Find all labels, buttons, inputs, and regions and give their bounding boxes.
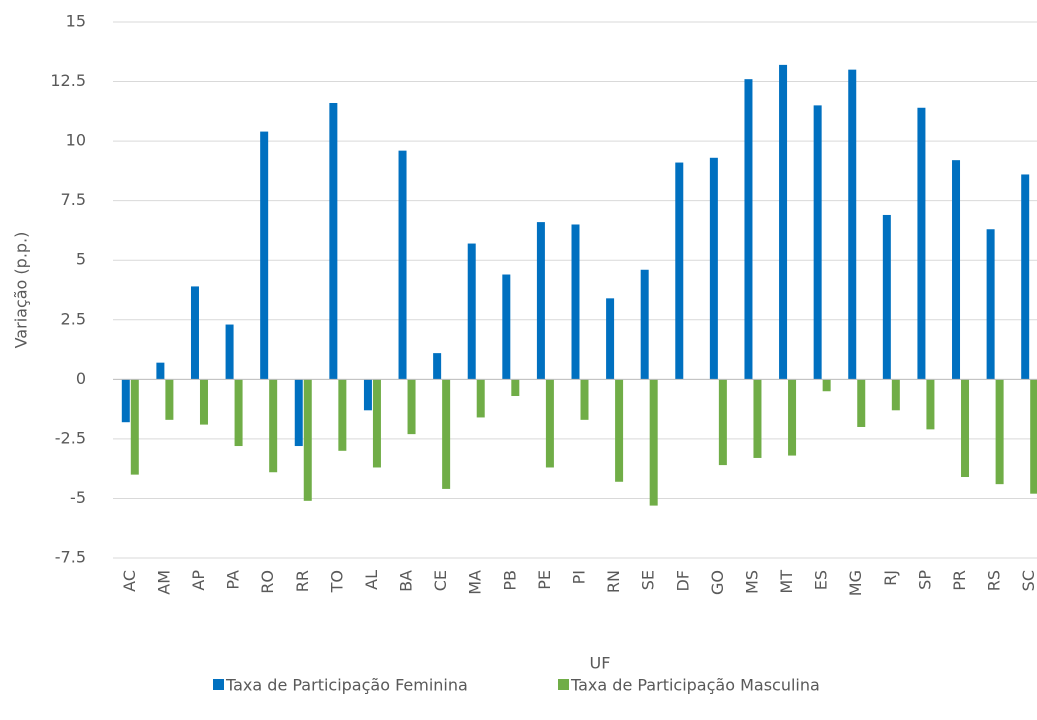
x-tick-label: SC <box>1019 570 1037 591</box>
bar <box>891 379 900 411</box>
bar <box>234 379 243 447</box>
x-tick-label: RS <box>985 570 1004 591</box>
bar <box>788 379 797 456</box>
y-tick-label: -5 <box>70 488 86 507</box>
x-tick-label: TO <box>327 570 346 593</box>
x-tick-label: RR <box>293 570 312 592</box>
bar <box>363 379 372 411</box>
bar <box>580 379 589 420</box>
bar <box>372 379 381 468</box>
x-tick-label: AP <box>189 570 208 591</box>
bar <box>744 79 753 380</box>
x-tick-label: MA <box>466 570 485 595</box>
bar <box>545 379 554 468</box>
bar <box>303 379 312 501</box>
x-tick-label: PR <box>950 570 969 591</box>
x-tick-label: AM <box>154 570 173 595</box>
bar <box>190 286 199 380</box>
x-tick-label: PE <box>535 570 554 590</box>
x-tick-label: RN <box>604 570 623 593</box>
bar <box>165 379 174 420</box>
x-tick-label: GO <box>708 570 727 595</box>
bar <box>156 362 165 380</box>
bar <box>926 379 935 430</box>
bar <box>952 160 961 380</box>
x-tick-label: MS <box>742 570 761 594</box>
bar <box>753 379 762 458</box>
x-tick-label: AC <box>120 570 139 592</box>
legend-label: Taxa de Participação Feminina <box>225 676 468 695</box>
bar <box>511 379 520 397</box>
x-tick-label: ES <box>812 570 831 590</box>
bar <box>502 274 511 380</box>
x-tick-label: PA <box>224 570 243 590</box>
bar <box>640 269 649 380</box>
bar <box>857 379 866 427</box>
y-tick-label: 10 <box>66 131 86 150</box>
y-tick-label: 12.5 <box>50 71 86 90</box>
bar <box>1021 174 1030 380</box>
y-tick-label: 7.5 <box>61 190 86 209</box>
bar <box>675 162 684 380</box>
bar <box>398 150 407 380</box>
bar <box>813 105 822 380</box>
bar <box>121 379 130 423</box>
bar <box>433 353 442 380</box>
bar <box>718 379 727 466</box>
y-tick-label: 0 <box>76 369 86 388</box>
bar <box>571 224 580 380</box>
x-tick-label: RJ <box>881 570 900 586</box>
bar <box>269 379 278 473</box>
x-tick-label: SE <box>639 570 658 590</box>
y-tick-label: -7.5 <box>55 548 86 567</box>
bar <box>407 379 416 435</box>
bar <box>995 379 1004 485</box>
bar <box>615 379 624 482</box>
bar <box>260 131 269 380</box>
bar <box>476 379 485 418</box>
bar <box>536 222 545 380</box>
bar <box>199 379 208 425</box>
legend-swatch <box>558 679 569 690</box>
y-tick-label: 15 <box>66 12 86 31</box>
bar <box>848 69 857 380</box>
legend-swatch <box>213 679 224 690</box>
bar <box>225 324 234 380</box>
x-tick-label: PB <box>500 570 519 591</box>
bar <box>986 229 995 380</box>
x-tick-label: DF <box>673 570 692 592</box>
y-tick-label: 2.5 <box>61 309 86 328</box>
y-tick-label: 5 <box>76 250 86 269</box>
legend-label: Taxa de Participação Masculina <box>570 676 820 695</box>
y-axis-title: Variação (p.p.) <box>12 232 31 349</box>
x-tick-label: MG <box>846 570 865 596</box>
bar <box>1030 379 1037 494</box>
x-tick-label: RO <box>258 570 277 594</box>
bar <box>709 157 718 380</box>
x-tick-label: MT <box>777 570 796 594</box>
bar <box>294 379 303 447</box>
bar <box>338 379 347 451</box>
bar <box>822 379 831 392</box>
y-tick-label: -2.5 <box>55 428 86 447</box>
bar <box>649 379 658 506</box>
bar <box>329 102 338 380</box>
bar <box>130 379 139 475</box>
bar <box>606 298 615 380</box>
x-axis-title: UF <box>590 654 611 673</box>
legend: Taxa de Participação Feminina Taxa de Par… <box>213 676 820 695</box>
x-tick-label: PI <box>570 570 589 584</box>
x-tick-label: SP <box>915 570 934 590</box>
bar <box>961 379 970 478</box>
bar <box>467 243 476 380</box>
bar <box>917 107 926 380</box>
x-tick-label: AL <box>362 570 381 590</box>
bar <box>442 379 451 489</box>
bar <box>779 64 788 380</box>
bar <box>882 214 891 380</box>
x-tick-label: CE <box>431 570 450 591</box>
x-tick-label: BA <box>397 570 416 592</box>
